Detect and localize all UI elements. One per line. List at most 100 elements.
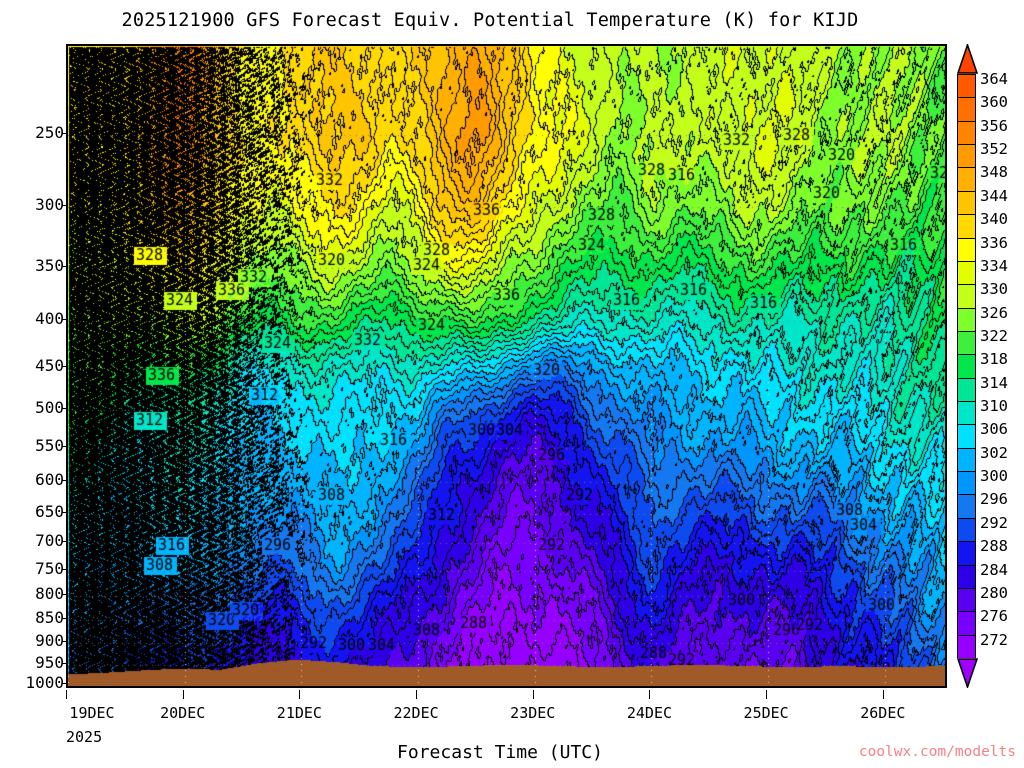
colorbar[interactable]: 364 360 356 352 348 344 340 336 334 330 326 322 318 3… — [956, 42, 1024, 690]
y-tick-mark — [62, 662, 67, 664]
colorbar-swatch — [957, 167, 976, 191]
colorbar-tick-label: 340 — [980, 210, 1008, 229]
x-axis-year: 2025 — [66, 728, 103, 746]
colorbar-swatch — [957, 214, 976, 238]
x-tick-mark — [766, 690, 768, 699]
colorbar-swatch — [957, 237, 976, 261]
colorbar-tick-label: 326 — [980, 303, 1008, 322]
y-tick-label: 500 — [35, 397, 64, 417]
colorbar-tick-label: 288 — [980, 537, 1008, 556]
x-tick-label: 19DEC — [69, 704, 115, 722]
colorbar-tick-label: 356 — [980, 116, 1008, 135]
colorbar-tick-label: 334 — [980, 256, 1008, 275]
colorbar-swatch — [957, 447, 976, 472]
colorbar-over-arrow — [956, 42, 979, 74]
colorbar-swatch — [957, 401, 976, 425]
colorbar-tick-label: 336 — [980, 233, 1008, 252]
colorbar-tick-label: 314 — [980, 373, 1008, 392]
colorbar-swatch — [957, 120, 976, 145]
y-tick-mark — [62, 541, 67, 543]
x-tick-mark — [532, 690, 534, 699]
plot-area[interactable] — [66, 44, 947, 688]
x-tick-label: 23DEC — [510, 704, 556, 722]
y-tick-mark — [62, 618, 67, 620]
y-tick-mark — [62, 132, 67, 134]
x-tick-mark — [182, 690, 184, 699]
x-axis: 19DEC 20DEC 21DEC 22DEC 23DEC 24DEC 25DEC 26DEC — [66, 690, 947, 760]
x-tick-mark — [882, 690, 884, 699]
y-tick-mark — [62, 594, 67, 596]
x-tick-label: 22DEC — [393, 704, 439, 722]
colorbar-under-arrow — [956, 658, 979, 690]
y-tick-label: 700 — [35, 531, 64, 551]
colorbar-swatch — [957, 354, 976, 378]
y-tick-mark — [62, 641, 67, 643]
colorbar-tick-label: 284 — [980, 560, 1008, 579]
colorbar-tick-label: 302 — [980, 443, 1008, 462]
colorbar-tick-label: 292 — [980, 513, 1008, 532]
y-tick-mark — [62, 319, 67, 321]
colorbar-swatch — [957, 307, 976, 331]
colorbar-swatch — [957, 424, 976, 448]
colorbar-swatch — [957, 494, 976, 518]
colorbar-tick-label: 272 — [980, 630, 1008, 649]
y-tick-label: 850 — [35, 608, 64, 628]
y-tick-label: 550 — [35, 435, 64, 455]
y-tick-label: 350 — [35, 256, 64, 276]
x-tick-label: 20DEC — [160, 704, 206, 722]
x-tick-mark — [299, 690, 301, 699]
y-tick-label: 750 — [35, 558, 64, 578]
y-tick-label: 950 — [35, 652, 64, 672]
colorbar-tick-label: 322 — [980, 326, 1008, 345]
colorbar-swatch — [957, 330, 976, 355]
x-tick-mark — [66, 690, 67, 699]
colorbar-swatch — [957, 377, 976, 402]
x-tick-label: 26DEC — [860, 704, 906, 722]
colorbar-tick-label: 300 — [980, 467, 1008, 486]
x-tick-mark — [416, 690, 418, 699]
x-tick-label: 25DEC — [743, 704, 789, 722]
colorbar-swatch — [957, 144, 976, 168]
y-tick-label: 1000 — [25, 672, 64, 692]
colorbar-tick-label: 306 — [980, 420, 1008, 439]
colorbar-swatch — [957, 611, 976, 635]
y-tick-label: 250 — [35, 122, 64, 142]
x-tick-label: 21DEC — [276, 704, 322, 722]
y-tick-label: 600 — [35, 470, 64, 490]
x-tick-mark — [649, 690, 651, 699]
watermark: coolwx.com/modelts — [858, 744, 1016, 760]
y-tick-label: 900 — [35, 631, 64, 651]
colorbar-tick-label: 318 — [980, 350, 1008, 369]
y-tick-mark — [62, 682, 67, 684]
colorbar-swatch — [957, 260, 976, 285]
x-axis-title: Forecast Time (UTC) — [397, 742, 603, 763]
colorbar-tick-label: 330 — [980, 280, 1008, 299]
colorbar-tick-label: 360 — [980, 93, 1008, 112]
y-tick-label: 300 — [35, 194, 64, 214]
colorbar-swatch — [957, 541, 976, 565]
page-title: 2025121900 GFS Forecast Equiv. Potential… — [121, 10, 859, 31]
colorbar-swatches — [956, 42, 979, 690]
colorbar-tick-label: 310 — [980, 397, 1008, 416]
colorbar-swatch — [957, 471, 976, 495]
colorbar-tick-label: 276 — [980, 607, 1008, 626]
colorbar-tick-label: 280 — [980, 583, 1008, 602]
colorbar-tick-label: 352 — [980, 140, 1008, 159]
y-tick-mark — [62, 266, 67, 268]
colorbar-tick-label: 348 — [980, 163, 1008, 182]
y-tick-mark — [62, 407, 67, 409]
colorbar-swatch — [957, 284, 976, 308]
colorbar-tick-label: 364 — [980, 70, 1008, 88]
y-tick-label: 800 — [35, 584, 64, 604]
y-tick-label: 450 — [35, 355, 64, 375]
colorbar-swatch — [957, 74, 976, 98]
colorbar-swatch — [957, 517, 976, 542]
y-tick-mark — [62, 568, 67, 570]
y-tick-mark — [62, 480, 67, 482]
colorbar-swatch — [957, 587, 976, 612]
colorbar-swatch — [957, 190, 976, 215]
y-tick-mark — [62, 445, 67, 447]
colorbar-swatch — [957, 97, 976, 121]
contour-fill-canvas — [68, 46, 945, 686]
y-axis: 250 300 350 400 450 500 550 600 650 700 750 800 850 9… — [0, 44, 67, 692]
